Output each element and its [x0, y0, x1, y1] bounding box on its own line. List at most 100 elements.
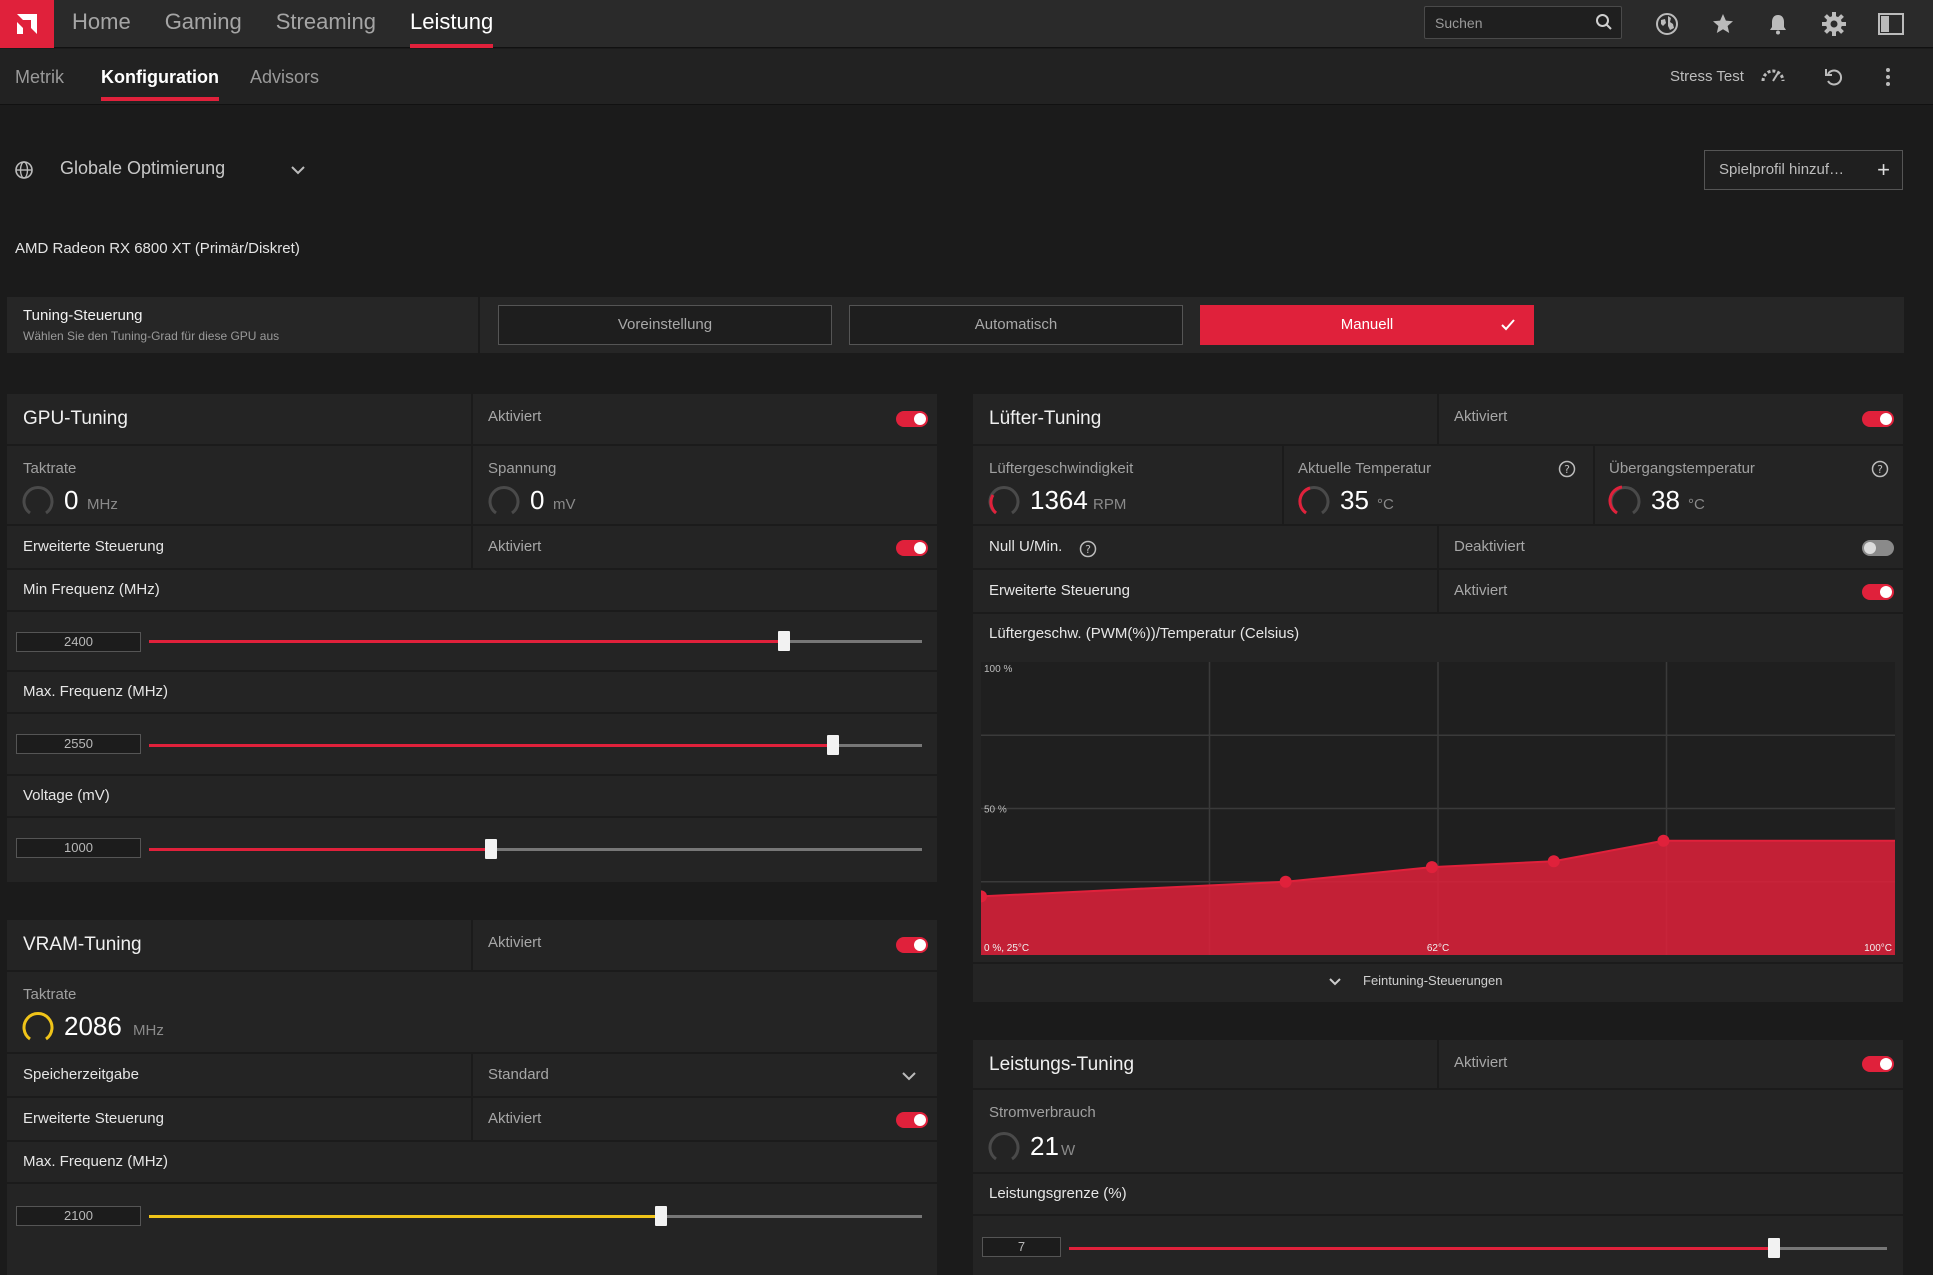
- voltage-input[interactable]: 1000: [16, 838, 141, 858]
- gpu-tuning-status-cell: Aktiviert: [471, 394, 937, 444]
- vram-clock-unit: MHz: [133, 1022, 164, 1039]
- vram-tuning-title: VRAM-Tuning: [23, 934, 142, 955]
- tab-metrik[interactable]: Metrik: [15, 67, 64, 87]
- fan-tuning-header: Lüfter-Tuning Aktiviert: [973, 394, 1903, 446]
- vram-tuning-panel: VRAM-Tuning Aktiviert Taktrate 2086 MHz …: [7, 920, 937, 1275]
- vram-max-freq-input[interactable]: 2100: [16, 1206, 141, 1226]
- vram-max-freq-slider[interactable]: [149, 1206, 922, 1226]
- nav-leistung[interactable]: Leistung: [410, 0, 494, 48]
- gpu-advanced-label: Erweiterte Steuerung: [23, 538, 164, 555]
- gpu-clock-unit: MHz: [87, 496, 118, 513]
- help-icon[interactable]: ?: [1079, 540, 1097, 558]
- min-freq-slider[interactable]: [149, 631, 922, 651]
- more-options-icon[interactable]: [1885, 66, 1891, 93]
- nav-streaming[interactable]: Streaming: [275, 9, 377, 34]
- min-freq-header: Min Frequenz (MHz): [7, 570, 937, 612]
- gpu-advanced-status-cell: Aktiviert: [471, 526, 937, 568]
- vram-max-freq-header: Max. Frequenz (MHz): [7, 1142, 937, 1184]
- help-icon[interactable]: ?: [1871, 460, 1889, 478]
- sub-nav: Metrik Konfiguration Advisors Stress Tes…: [0, 49, 1933, 105]
- power-limit-slider-thumb[interactable]: [1768, 1238, 1781, 1258]
- chevron-down-icon: [902, 1072, 916, 1081]
- fan-tuning-title: Lüfter-Tuning: [989, 408, 1102, 429]
- stress-test-label[interactable]: Stress Test: [1670, 68, 1744, 85]
- gpu-voltage-value: 0: [530, 485, 545, 515]
- power-limit-label: Leistungsgrenze (%): [989, 1185, 1127, 1202]
- stress-test-gauge-icon[interactable]: [1760, 65, 1786, 88]
- vram-advanced-row: Erweiterte Steuerung Aktiviert: [7, 1098, 937, 1142]
- power-metrics-row: Stromverbrauch 21 W: [973, 1090, 1903, 1174]
- fan-advanced-status-cell: Aktiviert: [1437, 570, 1903, 612]
- current-temp-cell: Aktuelle Temperatur ? 35 °C: [1282, 446, 1593, 524]
- main-nav: Home Gaming Streaming Leistung: [72, 0, 527, 48]
- search-box: [1424, 6, 1622, 39]
- fine-tuning-toggle-row[interactable]: Feintuning-Steuerungen: [973, 962, 1903, 1002]
- vram-max-freq-slider-thumb[interactable]: [655, 1206, 668, 1226]
- bell-icon[interactable]: [1763, 9, 1793, 39]
- gpu-name: AMD Radeon RX 6800 XT (Primär/Diskret): [15, 240, 300, 257]
- max-freq-slider[interactable]: [149, 735, 922, 755]
- min-freq-slider-thumb[interactable]: [778, 631, 791, 651]
- zero-rpm-status-cell: Deaktiviert: [1437, 526, 1903, 568]
- fan-tuning-toggle[interactable]: [1862, 411, 1894, 427]
- vram-tuning-toggle[interactable]: [896, 937, 928, 953]
- automatic-button[interactable]: Automatisch: [849, 305, 1183, 345]
- profile-selector[interactable]: Globale Optimierung: [60, 158, 226, 178]
- voltage-slider-label: Voltage (mV): [23, 787, 110, 804]
- max-freq-input[interactable]: 2550: [16, 734, 141, 754]
- fan-curve-svg[interactable]: 100 % 50 % 0 %, 25°C 62°C 100°C: [975, 662, 1895, 955]
- top-bar: Home Gaming Streaming Leistung: [0, 0, 1933, 48]
- fan-advanced-row: Erweiterte Steuerung Aktiviert: [973, 570, 1903, 614]
- nav-gaming[interactable]: Gaming: [164, 9, 242, 34]
- zero-rpm-toggle[interactable]: [1862, 540, 1894, 556]
- gpu-voltage-gauge-icon: [488, 486, 520, 515]
- amd-logo-icon[interactable]: [0, 0, 54, 48]
- preset-button[interactable]: Voreinstellung: [498, 305, 832, 345]
- gpu-clock-value: 0: [64, 485, 79, 515]
- sidebar-toggle-icon[interactable]: [1876, 9, 1906, 39]
- search-icon[interactable]: [1595, 13, 1613, 36]
- fan-curve-point-2[interactable]: [1425, 861, 1438, 874]
- power-tuning-toggle[interactable]: [1862, 1056, 1894, 1072]
- fan-advanced-toggle[interactable]: [1862, 584, 1894, 600]
- reset-icon[interactable]: [1823, 66, 1845, 93]
- power-limit-slider[interactable]: [1069, 1238, 1887, 1258]
- vram-advanced-toggle[interactable]: [896, 1112, 928, 1128]
- voltage-slider-thumb[interactable]: [485, 839, 498, 859]
- gear-icon[interactable]: [1819, 9, 1849, 39]
- gpu-clock-label: Taktrate: [23, 460, 77, 477]
- junction-temp-cell: Übergangstemperatur ? 38 °C: [1593, 446, 1903, 524]
- gpu-advanced-toggle[interactable]: [896, 540, 928, 556]
- help-icon[interactable]: ?: [1558, 460, 1576, 478]
- fan-advanced-label: Erweiterte Steuerung: [989, 582, 1130, 599]
- gpu-advanced-row: Erweiterte Steuerung Aktiviert: [7, 526, 937, 570]
- fan-curve-chart[interactable]: 100 % 50 % 0 %, 25°C 62°C 100°C: [975, 662, 1895, 955]
- globe-icon[interactable]: [1652, 9, 1682, 39]
- memory-timing-row: Speicherzeitgabe Standard: [7, 1054, 937, 1098]
- manual-label: Manuell: [1340, 316, 1394, 333]
- max-freq-slider-thumb[interactable]: [827, 735, 840, 755]
- fan-curve-point-1[interactable]: [1279, 875, 1292, 888]
- chevron-down-icon[interactable]: [290, 163, 306, 181]
- gpu-tuning-toggle[interactable]: [896, 411, 928, 427]
- voltage-slider[interactable]: [149, 839, 922, 859]
- power-limit-slider-row: 7: [973, 1216, 1903, 1275]
- y-tick-label-0: 100 %: [984, 664, 1012, 675]
- power-limit-input[interactable]: 7: [982, 1237, 1061, 1257]
- memory-timing-dropdown[interactable]: Standard: [471, 1054, 937, 1096]
- add-game-profile-button[interactable]: Spielprofil hinzuf… +: [1704, 150, 1903, 190]
- manual-button[interactable]: Manuell: [1200, 305, 1534, 345]
- tab-advisors[interactable]: Advisors: [250, 67, 320, 87]
- fan-curve-label: Lüftergeschw. (PWM(%))/Temperatur (Celsi…: [989, 625, 1300, 642]
- checkmark-icon: [1501, 306, 1515, 359]
- min-freq-input[interactable]: 2400: [16, 632, 141, 652]
- power-limit-slider-fill: [1069, 1247, 1775, 1250]
- vram-clock-value: 2086: [64, 1011, 122, 1041]
- tab-konfiguration[interactable]: Konfiguration: [101, 49, 219, 105]
- fan-curve-point-3[interactable]: [1547, 855, 1560, 868]
- nav-home[interactable]: Home: [72, 9, 131, 34]
- fan-curve-point-4[interactable]: [1657, 834, 1670, 847]
- fine-tuning-label: Feintuning-Steuerungen: [1363, 973, 1503, 988]
- star-icon[interactable]: [1708, 9, 1738, 39]
- search-input[interactable]: [1435, 13, 1585, 33]
